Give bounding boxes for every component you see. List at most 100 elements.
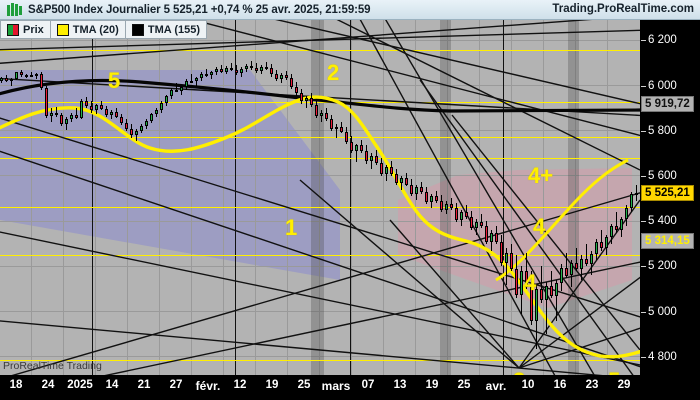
price-tag[interactable]: 5 919,72: [641, 95, 694, 112]
price-tick: 6 000: [641, 79, 677, 92]
candle-body: [320, 113, 324, 117]
candle-body: [180, 87, 184, 92]
candlestick: [100, 20, 104, 375]
gridline-v: [63, 20, 64, 375]
date-tick: 19: [265, 379, 279, 391]
candle-body: [195, 78, 199, 82]
candlestick: [465, 20, 469, 375]
gridline-h: [0, 266, 640, 267]
candle-wick: [526, 252, 528, 290]
candle-body: [120, 116, 124, 123]
date-tick: 2025: [67, 379, 93, 391]
gridline-v: [415, 20, 416, 375]
candlestick: [575, 20, 579, 375]
legend-item-prix[interactable]: Prix: [0, 20, 51, 39]
candle-body: [65, 119, 69, 124]
candle-body: [550, 285, 554, 296]
legend[interactable]: Prix TMA (20) TMA (155): [0, 20, 207, 39]
candlestick: [80, 20, 84, 375]
candle-body: [225, 67, 229, 72]
candle-body: [85, 100, 89, 106]
candle-body: [310, 98, 314, 106]
candle-body: [480, 221, 484, 227]
candlestick: [410, 20, 414, 375]
candle-wick: [546, 282, 548, 335]
candlestick: [570, 20, 574, 375]
candle-body: [330, 119, 334, 129]
candle-body: [390, 166, 394, 175]
candlestick: [135, 20, 139, 375]
legend-label: TMA (155): [147, 23, 200, 36]
candle-body: [540, 289, 544, 301]
candlestick: [385, 20, 389, 375]
price-tag[interactable]: 5 525,21: [641, 184, 694, 201]
price-tag[interactable]: 5 314,15: [641, 232, 694, 249]
candlestick: [490, 20, 494, 375]
candlestick: [120, 20, 124, 375]
candle-wick: [31, 72, 33, 77]
candle-body: [35, 74, 39, 77]
candlestick: [240, 20, 244, 375]
candle-body: [580, 258, 584, 269]
candlestick: [565, 20, 569, 375]
overlay-lines: [0, 20, 640, 375]
date-tick: 10: [521, 379, 535, 391]
candlestick: [230, 20, 234, 375]
candlestick: [520, 20, 524, 375]
candlestick: [450, 20, 454, 375]
candlestick: [300, 20, 304, 375]
plot-area[interactable]: 5 2 1 4+ 4 4 3 5r ProRealTime Trading: [0, 20, 640, 375]
candle-body: [135, 130, 139, 136]
date-tick: 29: [617, 379, 631, 391]
candlestick: [380, 20, 384, 375]
candlestick: [45, 20, 49, 375]
candlestick: [175, 20, 179, 375]
legend-item-tma20[interactable]: TMA (20): [50, 20, 126, 39]
candlestick: [270, 20, 274, 375]
candle-body: [530, 286, 534, 321]
candlestick: [415, 20, 419, 375]
candlestick: [600, 20, 604, 375]
price-tick: 5 000: [641, 305, 677, 318]
gridline-v: [351, 20, 352, 375]
candlestick: [130, 20, 134, 375]
candle-body: [425, 192, 429, 203]
date-axis[interactable]: 18 24 2025 14 21 27 févr. 12 19 25 mars 07 13 19 25 avr…: [0, 375, 700, 400]
candle-body: [490, 233, 494, 242]
gridline-h: [0, 130, 640, 131]
candlestick: [280, 20, 284, 375]
gridline-v: [95, 20, 96, 375]
date-tick: 19: [425, 379, 439, 391]
candlestick: [590, 20, 594, 375]
candle-body: [45, 87, 49, 117]
candlestick: [110, 20, 114, 375]
candlestick: [510, 20, 514, 375]
candle-body: [285, 75, 289, 79]
candle-body: [410, 184, 414, 195]
candle-body: [145, 121, 149, 126]
candlestick: [70, 20, 74, 375]
candle-body: [370, 155, 374, 162]
candle-body: [70, 114, 74, 120]
gridline-v: [159, 20, 160, 375]
candlestick: [295, 20, 299, 375]
candle-body: [525, 270, 529, 287]
candle-wick: [566, 252, 568, 278]
candle-body: [405, 178, 409, 185]
candle-wick: [556, 280, 558, 321]
candle-body: [205, 73, 209, 76]
candle-wick: [221, 65, 223, 74]
candle-body: [95, 105, 99, 111]
candlestick: [515, 20, 519, 375]
price-axis[interactable]: 6 200 6 000 5 800 5 600 5 400 5 200 5 000 4 800…: [640, 20, 700, 375]
candle-body: [5, 78, 9, 81]
price-tick: 6 200: [641, 34, 677, 47]
tma20-swatch-icon: [56, 23, 69, 36]
candle-body: [500, 242, 504, 264]
legend-item-tma155[interactable]: TMA (155): [125, 20, 207, 39]
date-tick: 25: [297, 379, 311, 391]
date-tick: 16: [553, 379, 567, 391]
gridline-v: [447, 20, 448, 375]
candle-body: [250, 65, 254, 69]
watermark: ProRealTime Trading: [3, 360, 102, 372]
